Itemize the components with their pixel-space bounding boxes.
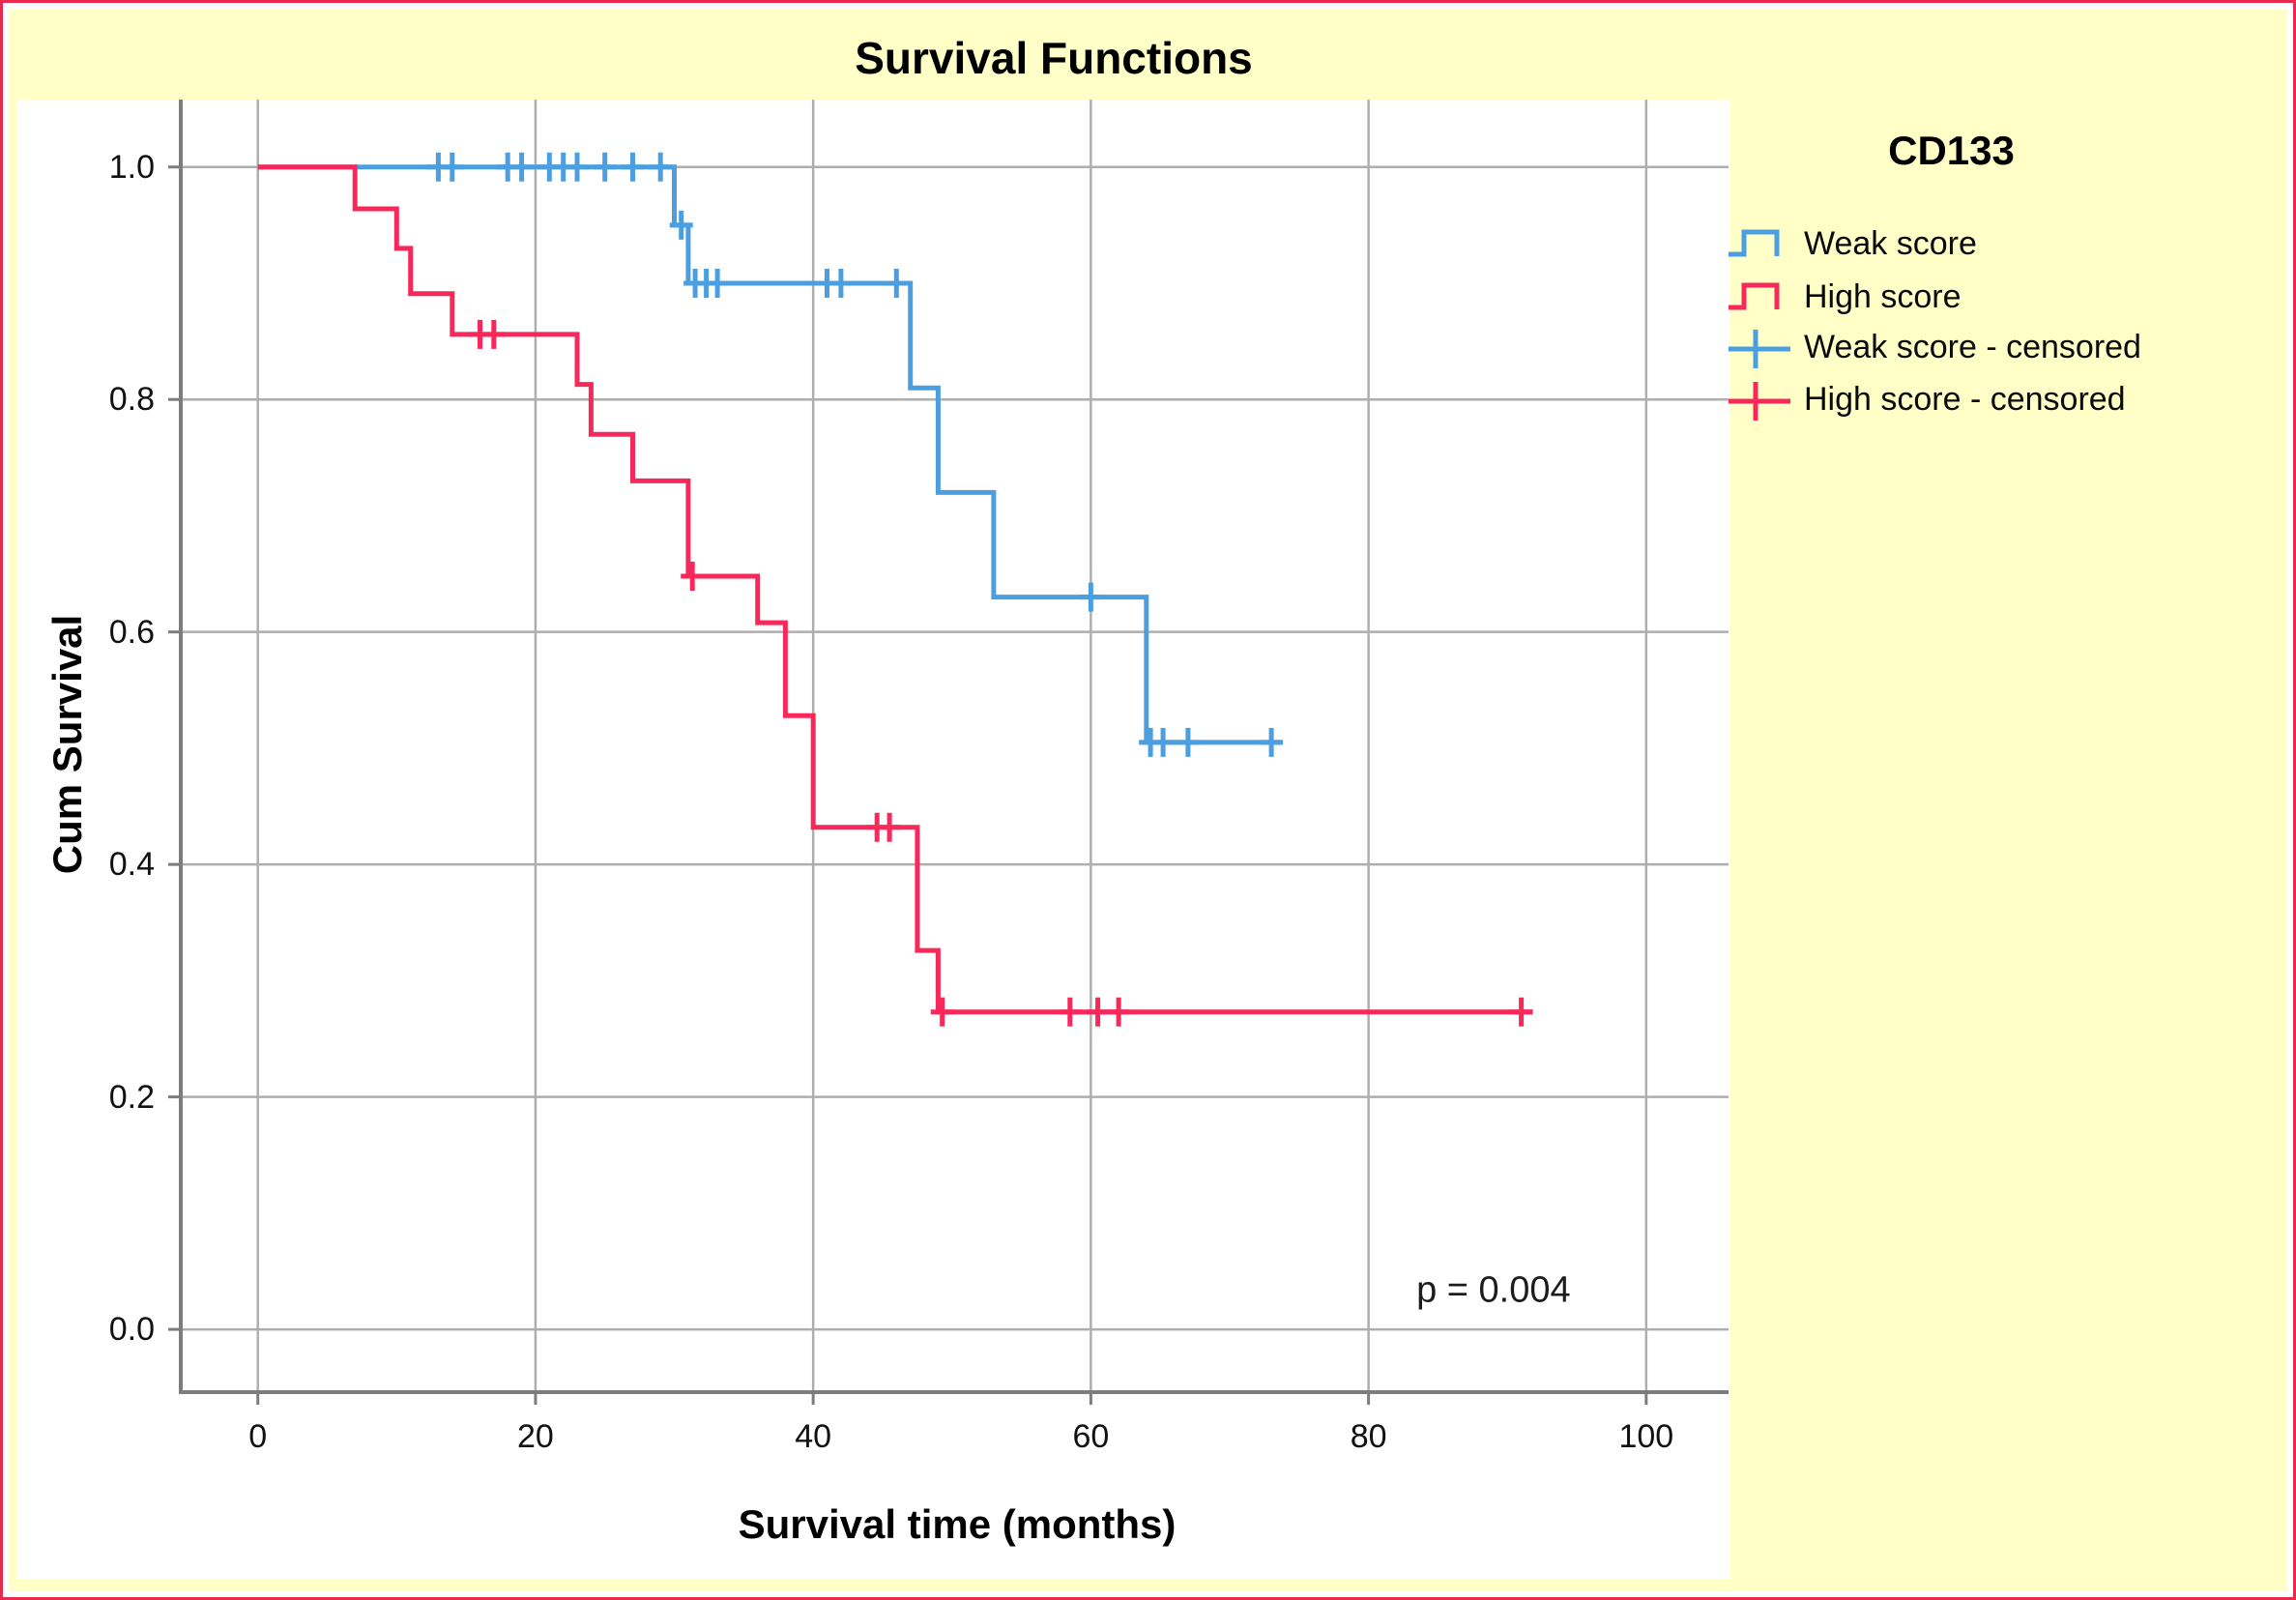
x-axis-title: Survival time (months) bbox=[738, 1501, 1177, 1547]
weak-score-censored-icon bbox=[1729, 330, 1790, 368]
high-score-line-icon bbox=[1729, 282, 1780, 310]
chart-title: Survival Functions bbox=[855, 33, 1253, 83]
high-score-censored-icon bbox=[1729, 382, 1790, 421]
y-tick-label: 0.6 bbox=[108, 613, 155, 651]
y-tick-label: 1.0 bbox=[108, 148, 155, 186]
x-tick-label: 80 bbox=[1350, 1418, 1387, 1455]
legend-entry-label: Weak score bbox=[1804, 225, 1977, 262]
censor-marks-high-score bbox=[468, 319, 1533, 1027]
y-axis-title: Cum Survival bbox=[44, 614, 90, 875]
legend-entry-weak-score-censored: Weak score - censored bbox=[1727, 326, 2141, 368]
y-tick-label: 0.2 bbox=[108, 1078, 155, 1116]
legend-title: CD133 bbox=[1888, 128, 2015, 173]
legend-entry-high-score-censored: High score - censored bbox=[1727, 378, 2126, 421]
x-tick-label: 0 bbox=[248, 1418, 268, 1455]
weak-score-line-icon bbox=[1729, 229, 1780, 257]
x-tick-label: 40 bbox=[795, 1418, 832, 1455]
x-tick-label: 60 bbox=[1072, 1418, 1110, 1455]
x-tick-label: 20 bbox=[517, 1418, 554, 1455]
legend-entry-label: Weak score - censored bbox=[1804, 329, 2141, 365]
y-tick-label: 0.8 bbox=[108, 381, 155, 419]
legend-entry-high-score: High score bbox=[1727, 276, 1962, 318]
legend-entry-label: High score bbox=[1804, 278, 1962, 315]
p-value-annotation: p = 0.004 bbox=[1416, 1269, 1571, 1311]
y-tick-label: 0.0 bbox=[108, 1311, 155, 1349]
curve-high-score bbox=[257, 164, 1533, 1015]
x-tick-label: 100 bbox=[1618, 1418, 1674, 1455]
censor-marks-weak-score bbox=[426, 152, 1284, 757]
y-tick-label: 0.4 bbox=[108, 846, 155, 884]
plot-panel bbox=[17, 100, 1730, 1579]
legend-entry-weak-score: Weak score bbox=[1727, 222, 1977, 265]
legend-entry-label: High score - censored bbox=[1804, 381, 2126, 418]
